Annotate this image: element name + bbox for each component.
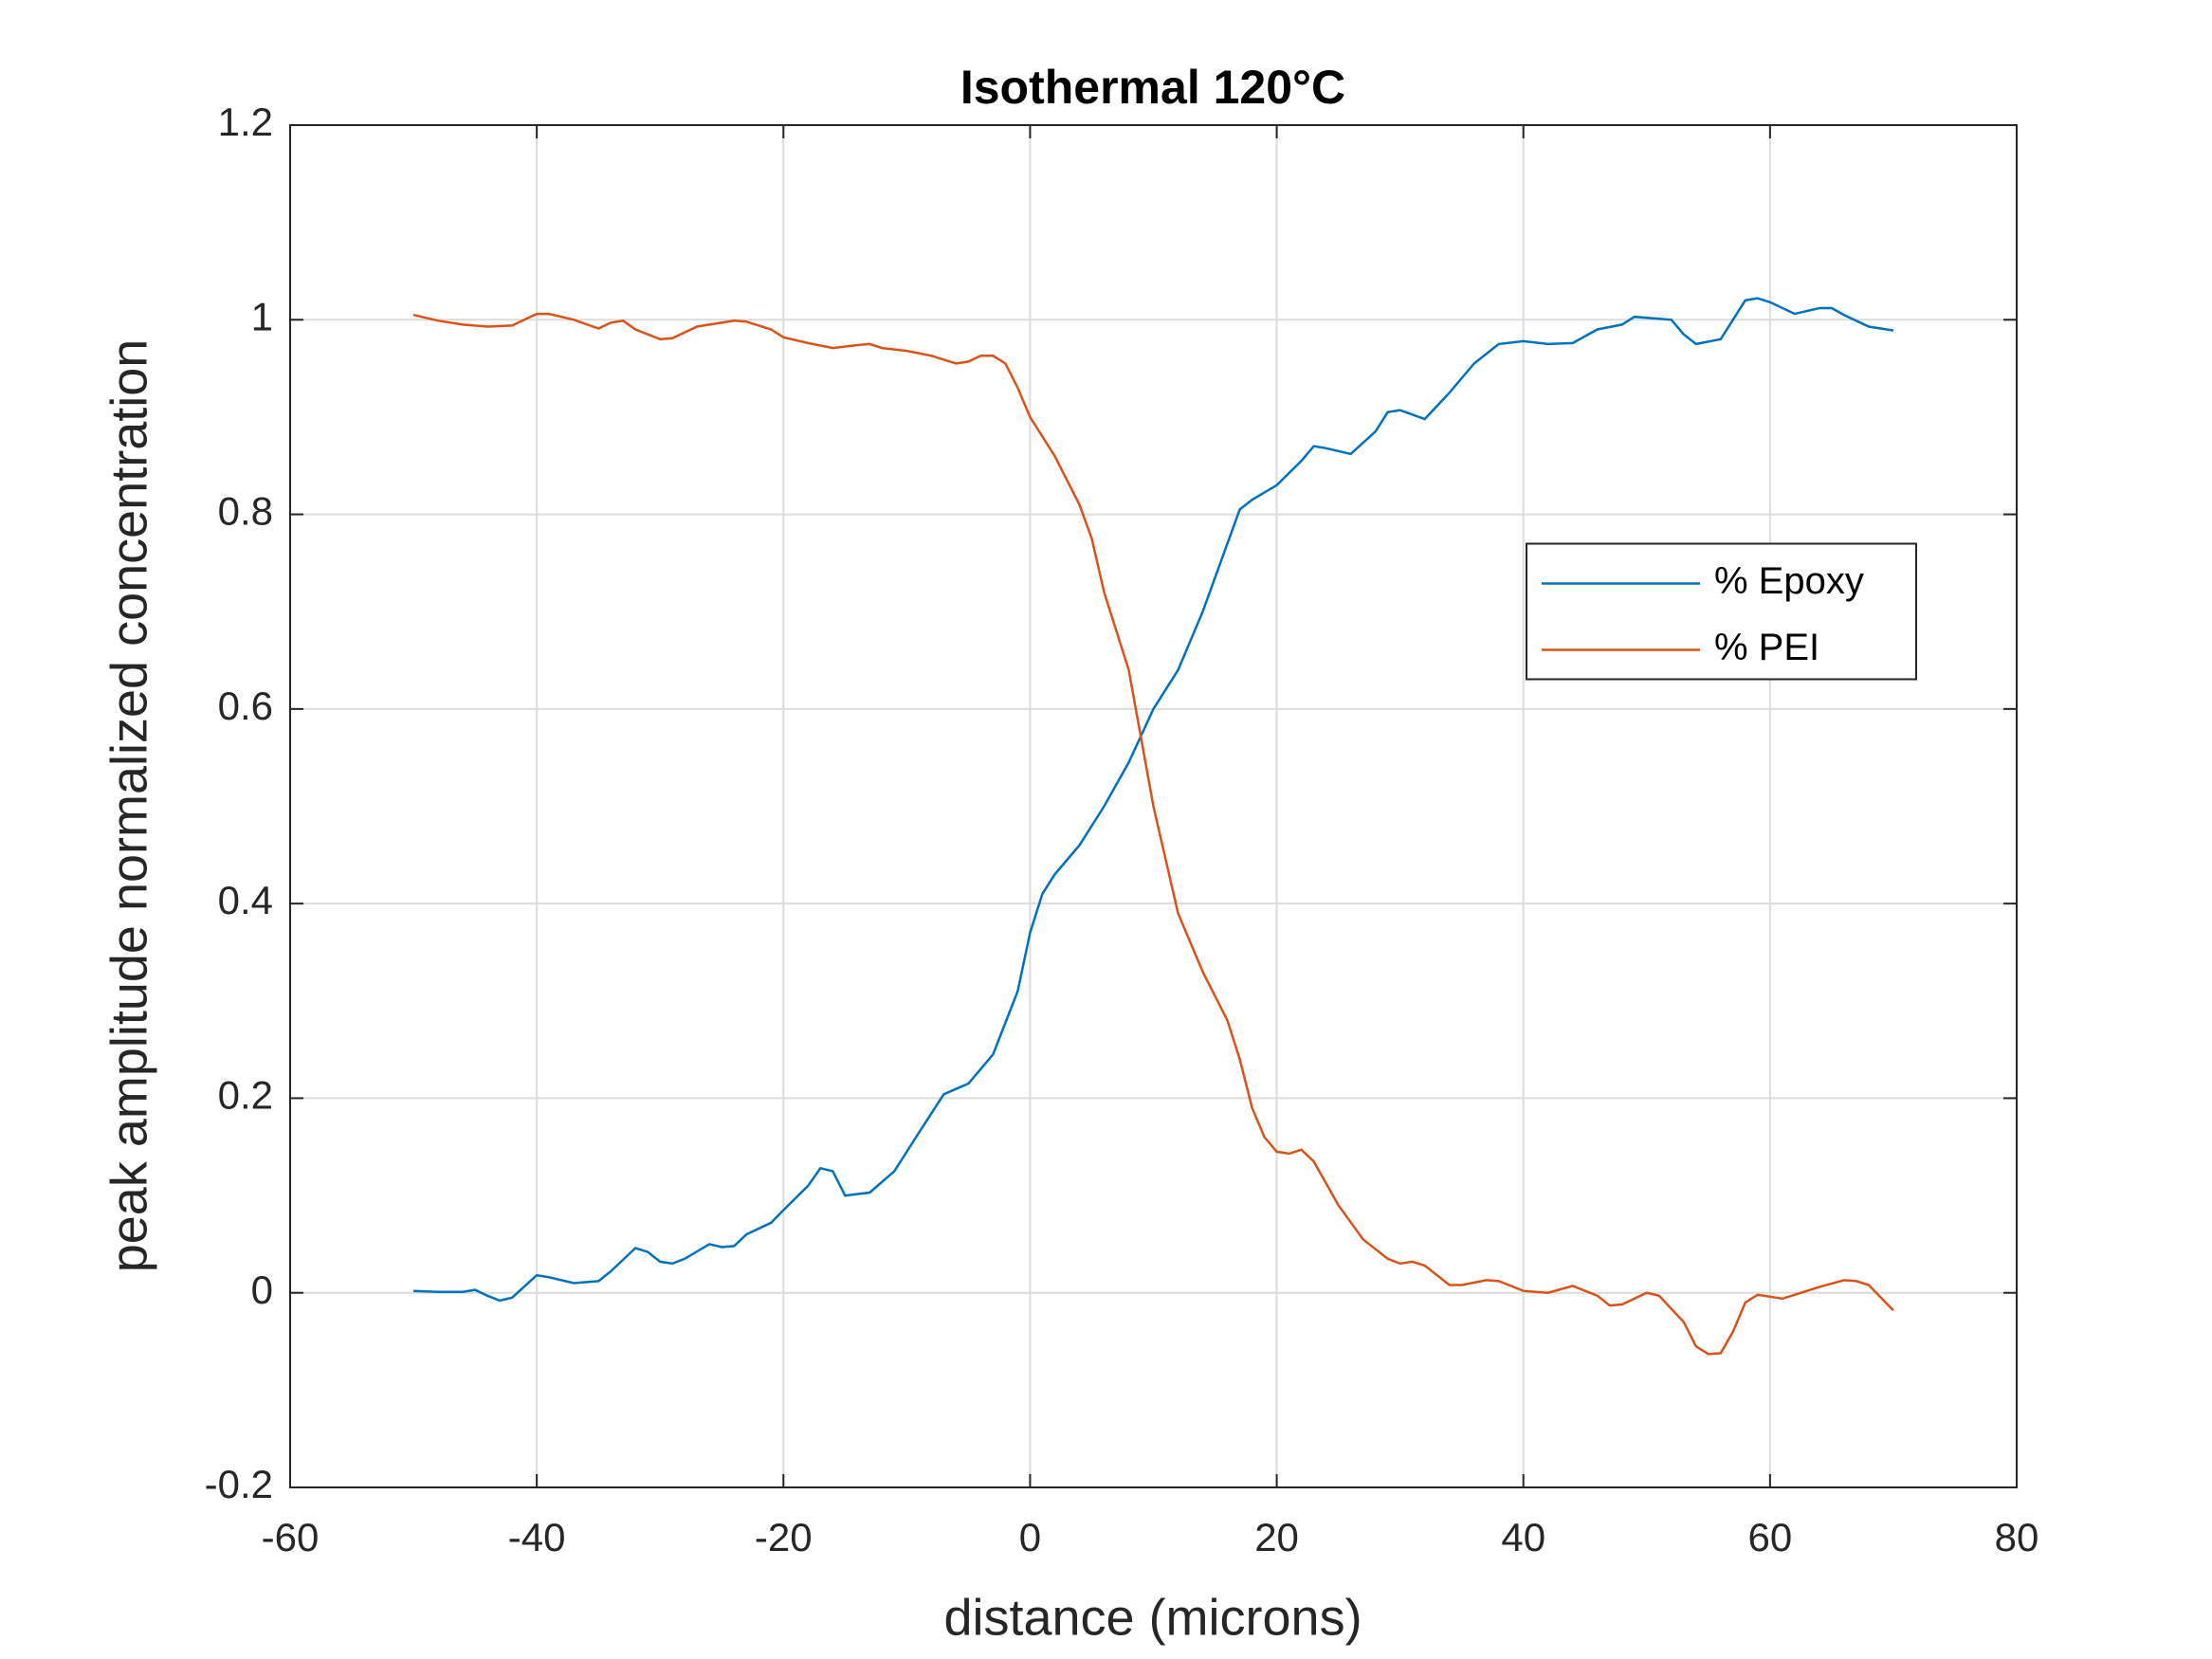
x-tick-label: -40: [508, 1515, 566, 1559]
y-axis-label: peak amplitude normalized concentration: [101, 339, 157, 1273]
y-tick-label: 1: [251, 294, 273, 338]
y-tick-label: 0.4: [218, 878, 273, 922]
data-line: [413, 297, 1894, 1303]
x-tick-label: 20: [1254, 1515, 1299, 1559]
y-tick-label: 1.2: [218, 100, 273, 144]
x-tick-label: -60: [262, 1515, 320, 1559]
y-tick-label: 0.6: [218, 684, 273, 728]
plot-frame: [289, 124, 2018, 1488]
y-tick-label: 0: [251, 1267, 273, 1312]
x-tick-label: 80: [1995, 1515, 2039, 1559]
chart-title: Isothermal 120°C: [960, 61, 1345, 114]
data-line: [412, 312, 1894, 1356]
x-tick-label: 60: [1747, 1515, 1792, 1559]
legend-box: [1526, 542, 1917, 681]
legend-label: % Epoxy: [1714, 560, 1864, 602]
y-tick-label: 0.2: [218, 1073, 273, 1118]
x-tick-label: 40: [1501, 1515, 1545, 1559]
x-axis-label: distance (microns): [943, 1589, 1362, 1646]
y-tick-label: -0.2: [205, 1462, 273, 1506]
x-tick-label: 0: [1019, 1515, 1041, 1559]
x-tick-label: -20: [755, 1515, 813, 1559]
y-tick-label: 0.8: [218, 489, 273, 534]
legend-label: % PEI: [1714, 627, 1819, 668]
